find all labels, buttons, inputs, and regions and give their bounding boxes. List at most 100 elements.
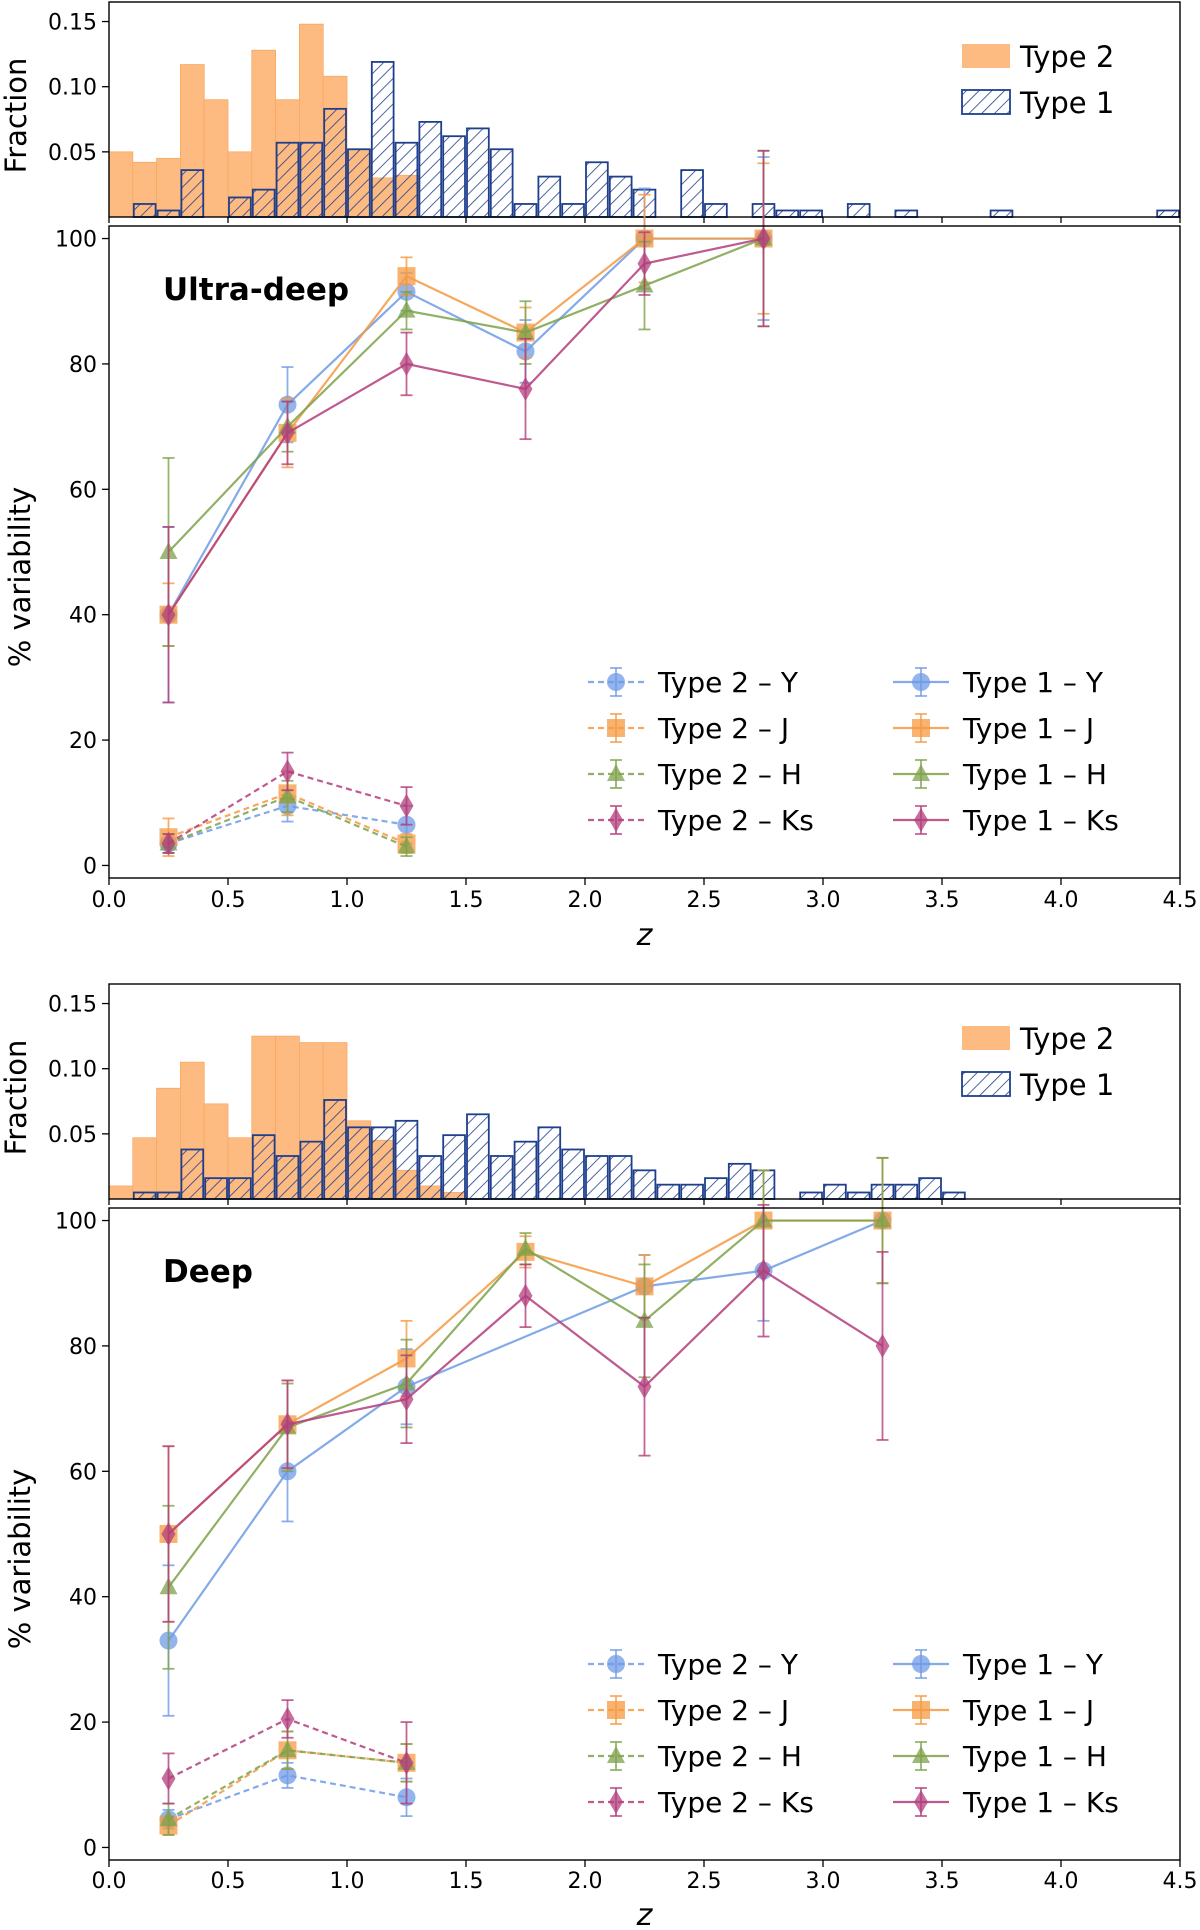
legend-type1-label: Type 1 bbox=[1019, 1068, 1114, 1102]
data-point bbox=[518, 377, 533, 401]
panel-annotation: Ultra-deep bbox=[163, 272, 349, 308]
data-point bbox=[518, 1283, 533, 1308]
type1-hist-bar bbox=[132, 203, 157, 218]
data-point bbox=[399, 1750, 414, 1775]
legend-label: Type 1 – Y bbox=[962, 666, 1104, 699]
type1-hist-bar bbox=[585, 161, 609, 218]
series-type1-ks bbox=[161, 1203, 890, 1623]
data-point bbox=[875, 1333, 890, 1358]
data-point bbox=[159, 1809, 178, 1827]
data-point bbox=[873, 1210, 892, 1228]
type1-hist-bar bbox=[608, 175, 633, 218]
type1-hist-bar bbox=[394, 1119, 419, 1200]
type1-hist-bar bbox=[680, 169, 704, 218]
data-point bbox=[161, 1766, 176, 1791]
y-tick-label: 80 bbox=[69, 1335, 97, 1360]
type1-hist-bar bbox=[323, 1099, 347, 1200]
legend-label: Type 1 – Ks bbox=[962, 1786, 1119, 1819]
type1-hist-bar bbox=[275, 141, 300, 218]
type1-hist-bar bbox=[894, 209, 919, 218]
legend-marker bbox=[912, 673, 930, 691]
type1-hist-bar bbox=[704, 1177, 728, 1200]
x-axis-label: z bbox=[636, 1898, 654, 1930]
data-point bbox=[397, 267, 416, 286]
x-tick-label: 1.0 bbox=[330, 1869, 365, 1894]
data-point bbox=[280, 420, 295, 445]
type1-hist-bar bbox=[799, 1191, 823, 1200]
type1-hist-bar bbox=[918, 1177, 942, 1200]
type1-hist-bar bbox=[347, 1126, 371, 1200]
type1-hist-bar bbox=[585, 1155, 609, 1200]
legend-label: Type 1 – J bbox=[962, 712, 1094, 745]
type1-hist-bar bbox=[418, 1155, 443, 1200]
type1-hist-bar bbox=[513, 1140, 538, 1200]
ultra-deep-panel: 0.05 0.10 0.15 Fraction Type 2 Type 1 0 20 40 60 8… bbox=[0, 1, 1198, 953]
histogram-frame bbox=[108, 983, 1181, 1200]
x-tick-label: 0.5 bbox=[211, 888, 246, 913]
type1-hist-bar bbox=[204, 1177, 228, 1200]
legend-marker bbox=[912, 1701, 930, 1719]
type1-hist-bar bbox=[989, 209, 1014, 218]
type1-hist-bar bbox=[156, 1191, 181, 1200]
legend-marker bbox=[609, 1790, 623, 1814]
data-point bbox=[280, 1412, 295, 1437]
legend-label: Type 2 – Ks bbox=[657, 804, 814, 837]
data-point bbox=[397, 836, 416, 854]
hist-y-tick-label: 0.05 bbox=[48, 141, 97, 166]
data-point bbox=[280, 759, 295, 784]
series-type2-ks bbox=[161, 1699, 414, 1805]
y-tick-label: 40 bbox=[69, 1586, 97, 1611]
data-point bbox=[278, 786, 297, 804]
y-tick-label: 0 bbox=[83, 854, 97, 879]
type1-hist-bar bbox=[394, 141, 419, 218]
data-point bbox=[161, 602, 176, 627]
legend-label: Type 1 – Y bbox=[962, 1648, 1104, 1681]
series-type2-ks bbox=[161, 751, 414, 856]
legend-type1-label: Type 1 bbox=[1019, 86, 1114, 120]
legend-label: Type 2 – Y bbox=[657, 1648, 799, 1681]
legend-marker bbox=[607, 719, 625, 737]
type1-hist-bar bbox=[180, 1148, 205, 1200]
deep-panel: 0.05 0.10 0.15 Fraction Type 2 Type 1 0 20 40 60 8… bbox=[0, 983, 1198, 1930]
series-line bbox=[167, 1219, 883, 1642]
type1-hist-bar bbox=[180, 169, 205, 218]
x-tick-label: 1.5 bbox=[449, 888, 484, 913]
type1-hist-bar bbox=[775, 209, 800, 218]
y-tick-label: 20 bbox=[69, 1711, 97, 1736]
data-point bbox=[399, 1387, 414, 1412]
series-line bbox=[168, 1774, 407, 1821]
type1-hist-bar bbox=[823, 1183, 847, 1200]
type1-hist-bar bbox=[656, 1183, 681, 1200]
x-tick-label: 4.0 bbox=[1044, 1869, 1079, 1894]
type1-hist-bar bbox=[442, 1134, 466, 1200]
x-axis-label: z bbox=[636, 918, 654, 953]
data-point bbox=[637, 1374, 652, 1399]
data-point bbox=[756, 226, 771, 251]
type1-hist-bar bbox=[489, 1155, 514, 1200]
y-tick-label: 0 bbox=[83, 1836, 97, 1861]
legend-marker bbox=[609, 808, 623, 832]
data-point bbox=[637, 251, 652, 276]
data-point bbox=[278, 1740, 297, 1758]
type1-hist-bar bbox=[894, 1183, 919, 1200]
type1-hist-bar bbox=[537, 1126, 562, 1200]
type1-hist-bar bbox=[561, 1148, 585, 1200]
series-line bbox=[168, 792, 407, 845]
x-tick-label: 3.5 bbox=[925, 888, 960, 913]
legend-marker bbox=[912, 1746, 930, 1763]
type1-hist-bar bbox=[846, 203, 871, 218]
series-line bbox=[167, 237, 764, 553]
legend-type2-swatch bbox=[962, 1026, 1010, 1050]
y-tick-label: 20 bbox=[69, 729, 97, 754]
series-type2-y bbox=[159, 1761, 416, 1830]
type1-hist-bar bbox=[228, 1177, 252, 1200]
type1-hist-bar bbox=[156, 209, 181, 218]
x-tick-label: 3.5 bbox=[925, 1869, 960, 1894]
type1-hist-bar bbox=[418, 120, 443, 218]
legend-type2-swatch bbox=[962, 44, 1010, 68]
legend-type2-label: Type 2 bbox=[1019, 1022, 1114, 1056]
type1-hist-bar bbox=[799, 209, 823, 218]
series-type1-j bbox=[159, 1156, 892, 1623]
series-legend: Type 2 – Y Type 2 – J Type 2 – H Type 2 – K… bbox=[588, 666, 1119, 837]
